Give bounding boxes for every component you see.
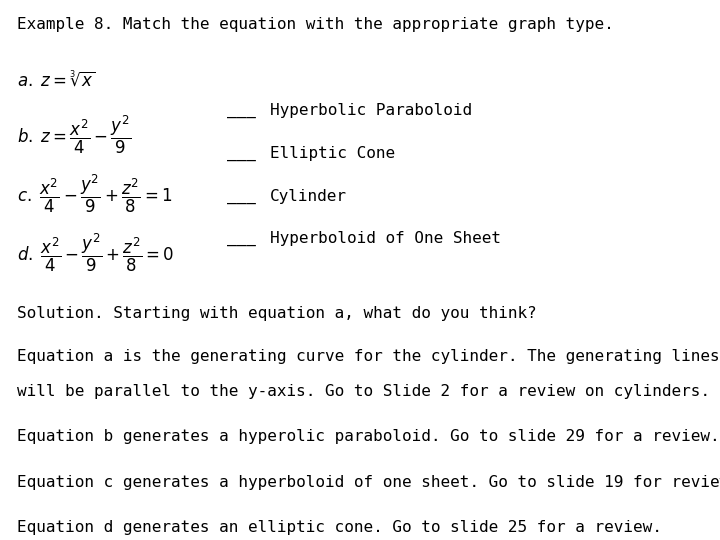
Text: will be parallel to the y-axis. Go to Slide 2 for a review on cylinders.: will be parallel to the y-axis. Go to Sl… [17,384,711,399]
Text: Equation a is the generating curve for the cylinder. The generating lines: Equation a is the generating curve for t… [17,349,720,364]
Text: $a.\; z = \sqrt[3]{x}$: $a.\; z = \sqrt[3]{x}$ [17,71,96,90]
Text: $c.\; \dfrac{x^2}{4} - \dfrac{y^2}{9} + \dfrac{z^2}{8} = 1$: $c.\; \dfrac{x^2}{4} - \dfrac{y^2}{9} + … [17,172,173,215]
Text: ___: ___ [227,146,256,161]
Text: Equation b generates a hyperolic paraboloid. Go to slide 29 for a review.: Equation b generates a hyperolic parabol… [17,429,720,444]
Text: Cylinder: Cylinder [270,188,347,204]
Text: Hyperbolic Paraboloid: Hyperbolic Paraboloid [270,103,472,118]
Text: Elliptic Cone: Elliptic Cone [270,146,395,161]
Text: $b.\; z = \dfrac{x^2}{4} - \dfrac{y^2}{9}$: $b.\; z = \dfrac{x^2}{4} - \dfrac{y^2}{9… [17,114,132,156]
Text: Equation c generates a hyperboloid of one sheet. Go to slide 19 for review.: Equation c generates a hyperboloid of on… [17,475,720,490]
Text: Hyperboloid of One Sheet: Hyperboloid of One Sheet [270,231,500,246]
Text: $d.\; \dfrac{x^2}{4} - \dfrac{y^2}{9} + \dfrac{z^2}{8} = 0$: $d.\; \dfrac{x^2}{4} - \dfrac{y^2}{9} + … [17,231,174,274]
Text: Equation d generates an elliptic cone. Go to slide 25 for a review.: Equation d generates an elliptic cone. G… [17,520,662,535]
Text: ___: ___ [227,103,256,118]
Text: Solution. Starting with equation a, what do you think?: Solution. Starting with equation a, what… [17,306,537,321]
Text: ___: ___ [227,231,256,246]
Text: Example 8. Match the equation with the appropriate graph type.: Example 8. Match the equation with the a… [17,17,614,32]
Text: ___: ___ [227,188,256,204]
